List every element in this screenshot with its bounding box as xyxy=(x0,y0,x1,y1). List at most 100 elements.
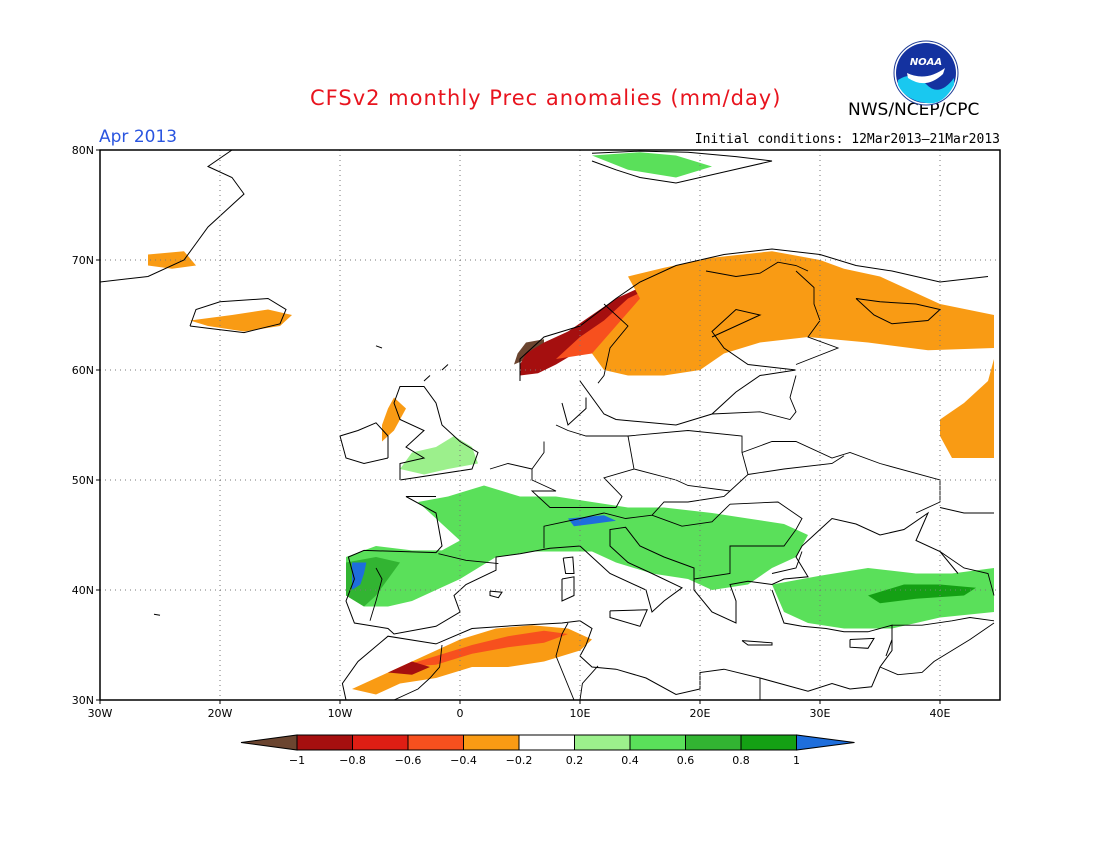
country-border xyxy=(369,567,383,621)
latitude-labels: 80N 70N 60N 50N 40N 30N xyxy=(72,144,94,707)
coastline-iceland-coast xyxy=(189,297,287,334)
coastline-svalbard-coast xyxy=(591,150,773,184)
colorbar-high-triangle xyxy=(796,734,855,751)
colorbar-bin xyxy=(685,734,742,751)
country-border xyxy=(939,551,995,596)
anomaly-region-russia-east-dry xyxy=(940,359,994,458)
colorbar-low-triangle xyxy=(240,734,298,751)
initial-conditions-label: Initial conditions: 12Mar2013–21Mar2013 xyxy=(694,132,1000,147)
country-border xyxy=(747,455,845,475)
graticule xyxy=(96,149,1000,704)
country-border xyxy=(489,463,533,470)
lat-tick-label: 50N xyxy=(72,474,94,487)
colorbar-label: 0.4 xyxy=(621,754,639,767)
colorbar-bin xyxy=(463,734,520,751)
island-outline xyxy=(741,640,773,646)
lon-tick-label: 40E xyxy=(930,707,951,720)
country-border xyxy=(711,375,797,421)
map-frame xyxy=(99,149,1001,701)
noaa-logo-text: NOAA xyxy=(910,57,942,68)
island-outline xyxy=(561,576,575,602)
colorbar-label: 1 xyxy=(793,754,800,767)
colorbar-bin xyxy=(574,734,631,751)
colorbar-label: −1 xyxy=(289,754,305,767)
country-border xyxy=(597,303,629,384)
anomaly-region-morocco-severe xyxy=(388,661,430,675)
country-border xyxy=(651,503,731,527)
colorbar-bin xyxy=(296,734,353,751)
anomaly-shading xyxy=(148,152,994,695)
lon-tick-label: 30E xyxy=(810,707,831,720)
coastline-greenland-coast xyxy=(100,150,245,283)
country-border xyxy=(892,617,995,626)
coastline-ireland-coast xyxy=(339,422,389,465)
country-border xyxy=(741,441,941,514)
colorbar xyxy=(240,734,855,751)
anomaly-region-portugal-very-wet xyxy=(352,562,367,590)
lon-tick-label: 0 xyxy=(457,707,464,720)
lat-tick-label: 70N xyxy=(72,254,94,267)
coastline-caspian-black-north xyxy=(939,507,994,514)
country-border xyxy=(438,553,499,565)
map-title: CFSv2 monthly Prec anomalies (mm/day) xyxy=(310,86,782,110)
anomaly-region-svalbard-wet xyxy=(592,152,712,178)
coastline-africa-coast xyxy=(341,620,893,700)
country-border xyxy=(627,430,749,492)
country-border xyxy=(530,424,635,508)
lat-tick-label: 30N xyxy=(72,694,94,707)
colorbar-label: 0.8 xyxy=(732,754,750,767)
anomaly-region-north-africa-very-dry xyxy=(400,630,568,667)
anomaly-region-britain-wet xyxy=(400,436,478,475)
colorbar-bin xyxy=(518,734,575,751)
island-outline xyxy=(561,397,587,426)
anomaly-region-alps-very-wet xyxy=(568,515,616,527)
country-border xyxy=(879,622,995,676)
island-outline xyxy=(562,556,575,574)
coastline-white-sea-coast xyxy=(855,298,942,325)
anomaly-region-ireland-dry xyxy=(382,397,406,442)
coastline-britain-coast xyxy=(393,386,479,481)
country-border xyxy=(693,501,803,580)
colorbar-label: −0.6 xyxy=(395,754,422,767)
island-outline xyxy=(153,613,161,616)
country-border xyxy=(771,551,803,574)
organization-label: NWS/NCEP/CPC xyxy=(848,100,980,120)
lon-tick-label: 20W xyxy=(208,707,233,720)
anomaly-region-northern-scandinavia-dry xyxy=(592,251,994,376)
longitude-labels: 30W 20W 10W 0 10E 20E 30E 40E xyxy=(88,707,951,720)
anomaly-region-turkey-very-wet xyxy=(868,584,976,604)
colorbar-bin xyxy=(352,734,409,751)
lon-tick-label: 10E xyxy=(570,707,591,720)
country-border xyxy=(555,622,575,700)
country-border xyxy=(393,644,443,700)
colorbar-label: −0.2 xyxy=(506,754,533,767)
country-border xyxy=(543,490,731,549)
coastline-baltic-coast xyxy=(579,308,797,426)
colorbar-label: 0.2 xyxy=(566,754,584,767)
country-border xyxy=(705,261,809,277)
island-outline xyxy=(849,637,875,649)
noaa-logo: NOAA xyxy=(893,40,959,106)
island-outline xyxy=(375,345,383,349)
colorbar-bin xyxy=(740,734,797,751)
anomaly-region-greenland-coast-dry xyxy=(148,251,196,269)
forecast-month-label: Apr 2013 xyxy=(99,127,178,147)
colorbar-bin xyxy=(629,734,686,751)
lat-tick-label: 60N xyxy=(72,364,94,377)
island-outline xyxy=(609,609,648,627)
anomaly-region-iceland-dry xyxy=(190,309,292,332)
colorbar-label: −0.8 xyxy=(339,754,366,767)
lon-tick-label: 20E xyxy=(690,707,711,720)
lon-tick-label: 10W xyxy=(328,707,353,720)
lon-tick-label: 30W xyxy=(88,707,113,720)
island-outline xyxy=(489,590,503,599)
colorbar-bin xyxy=(407,734,464,751)
colorbar-label: 0.6 xyxy=(677,754,695,767)
country-border xyxy=(579,665,599,700)
colorbar-label: −0.4 xyxy=(450,754,477,767)
coastline-europe-west-coast xyxy=(345,496,959,635)
island-outline xyxy=(441,364,449,371)
colorbar-labels: −1 −0.8 −0.6 −0.4 −0.2 0.2 0.4 0.6 0.8 1 xyxy=(289,754,800,767)
lat-tick-label: 40N xyxy=(72,584,94,597)
